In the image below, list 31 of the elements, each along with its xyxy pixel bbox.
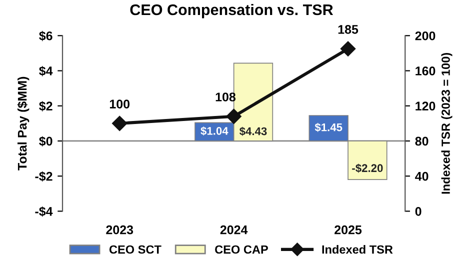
y-tick-label: $6	[39, 30, 52, 42]
legend-label: CEO CAP	[215, 245, 268, 254]
y-tick-label: $0	[39, 136, 52, 146]
legend-label: CEO SCT	[109, 245, 162, 254]
data-label: 185	[338, 24, 358, 34]
y2-tick-label: 40	[415, 172, 428, 181]
data-label: $4.43	[239, 126, 267, 136]
y2-tick-label: 0	[415, 207, 422, 216]
y2-axis-title: Indexed TSR (2023 = 100)	[441, 52, 452, 194]
x-tick-label: 2025	[334, 225, 362, 234]
point	[340, 41, 356, 56]
point	[112, 116, 128, 131]
y-tick-label: -$4	[35, 206, 53, 217]
y2-tick-label: 80	[415, 136, 428, 146]
y2-tick-label: 120	[416, 102, 436, 111]
y-tick-label: $2	[39, 101, 52, 112]
data-label: 108	[216, 92, 236, 102]
x-tick-label: 2024	[220, 225, 248, 234]
data-label: 100	[110, 100, 130, 108]
y-tick-label: -$2	[35, 171, 52, 182]
x-tick-label: 2023	[106, 225, 134, 234]
y-tick-label: $4	[39, 66, 53, 76]
data-label: $1.04	[200, 126, 228, 136]
y-axis-title: Total Pay ($MM)	[17, 76, 30, 170]
y2-tick-label: 200	[415, 31, 436, 40]
point	[226, 108, 242, 124]
data-label: $1.45	[314, 122, 342, 132]
data-label: -$2.20	[352, 164, 383, 173]
chart-title: CEO Compensation vs. TSR	[130, 4, 334, 18]
y2-tick-label: 160	[416, 66, 436, 76]
legend-label: Indexed TSR	[322, 245, 393, 254]
